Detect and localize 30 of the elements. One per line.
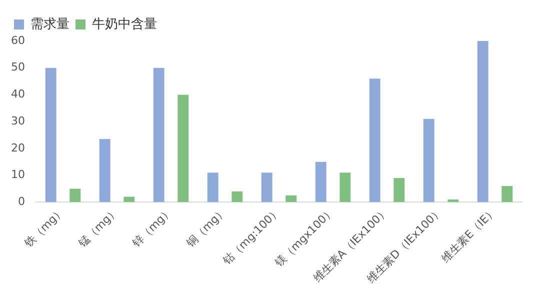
bar: [369, 78, 380, 202]
bar: [340, 172, 351, 202]
bar: [70, 188, 81, 202]
legend-label: 需求量: [30, 16, 70, 32]
bar: [261, 172, 272, 202]
bar: [394, 178, 405, 202]
bar: [153, 68, 164, 202]
y-tick-label: 10: [10, 168, 25, 182]
bar: [124, 196, 135, 202]
y-tick-label: 20: [10, 141, 25, 154]
y-tick-label: 50: [10, 60, 25, 74]
bar: [286, 195, 297, 202]
x-tick-label: 锰（mg）: [75, 204, 122, 250]
bar: [315, 162, 326, 202]
y-tick-label: 30: [10, 114, 25, 128]
bar: [45, 68, 56, 202]
bar: [178, 94, 189, 202]
bar: [423, 118, 434, 202]
x-tick-label: 铜（mg）: [183, 204, 230, 250]
x-tick-label: 锌（mg）: [129, 204, 176, 250]
legend-label: 牛奶中含量: [92, 16, 157, 32]
bar: [99, 139, 110, 202]
bar: [448, 199, 459, 202]
bar: [502, 186, 513, 202]
bar: [477, 41, 488, 202]
y-tick-label: 60: [10, 34, 25, 47]
bar: [232, 191, 243, 202]
y-tick-label: 40: [10, 88, 25, 101]
x-tick-label: 维生素E（IE）: [438, 204, 500, 265]
bar: [207, 172, 218, 202]
